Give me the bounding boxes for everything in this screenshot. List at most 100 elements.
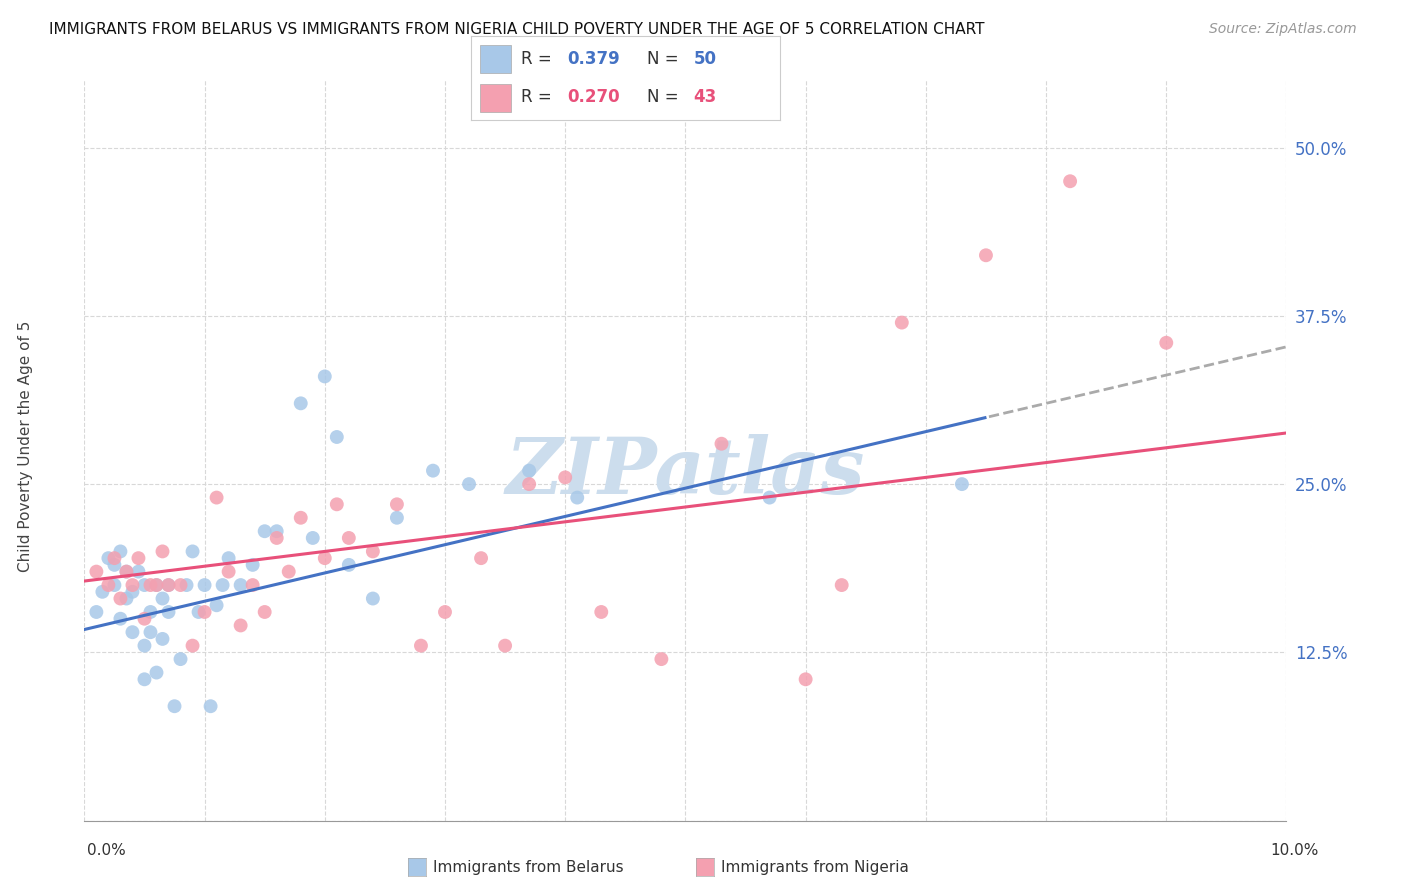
Point: [337, 531, 360, 545]
Point: [176, 578, 198, 592]
Point: [950, 477, 973, 491]
Point: [710, 436, 733, 450]
Point: [115, 565, 138, 579]
Point: [187, 605, 209, 619]
Point: [139, 605, 162, 619]
Point: [218, 565, 240, 579]
Point: [139, 625, 162, 640]
Point: [127, 565, 149, 579]
Point: [385, 510, 408, 524]
Point: [200, 699, 222, 714]
Point: [145, 578, 167, 592]
Text: N =: N =: [647, 88, 685, 106]
Point: [86, 565, 108, 579]
Text: 50: 50: [693, 50, 717, 68]
Point: [110, 612, 132, 626]
Point: [157, 578, 180, 592]
Text: 43: 43: [693, 88, 717, 106]
Point: [1059, 174, 1081, 188]
Point: [337, 558, 360, 572]
Point: [115, 591, 138, 606]
Point: [290, 510, 312, 524]
Point: [494, 639, 516, 653]
Point: [567, 491, 589, 505]
Point: [591, 605, 613, 619]
Point: [205, 491, 228, 505]
Point: [314, 551, 336, 566]
Text: 0.270: 0.270: [567, 88, 620, 106]
Point: [831, 578, 853, 592]
Point: [517, 477, 540, 491]
Point: [86, 605, 108, 619]
FancyBboxPatch shape: [481, 84, 512, 112]
Point: [169, 578, 191, 592]
Point: [385, 497, 408, 511]
Point: [134, 578, 156, 592]
Point: [517, 464, 540, 478]
Point: [326, 497, 349, 511]
Point: [361, 591, 384, 606]
Text: 10.0%: 10.0%: [1271, 843, 1319, 857]
Point: [121, 578, 143, 592]
Point: [422, 464, 444, 478]
Point: [121, 584, 143, 599]
Point: [103, 558, 125, 572]
Point: [163, 699, 186, 714]
Point: [890, 316, 912, 330]
Text: Immigrants from Belarus: Immigrants from Belarus: [433, 860, 624, 874]
Point: [152, 591, 174, 606]
Point: [115, 565, 138, 579]
Point: [434, 605, 457, 619]
Point: [326, 430, 349, 444]
FancyBboxPatch shape: [481, 45, 512, 73]
Point: [554, 470, 576, 484]
Point: [650, 652, 672, 666]
Point: [361, 544, 384, 558]
Point: [97, 551, 120, 566]
Point: [194, 578, 217, 592]
Point: [218, 551, 240, 566]
Point: [458, 477, 481, 491]
Point: [758, 491, 780, 505]
Point: [97, 578, 120, 592]
Text: ZIPatlas: ZIPatlas: [506, 434, 865, 511]
Point: [242, 558, 264, 572]
Point: [229, 618, 252, 632]
Point: [253, 524, 276, 539]
Text: Immigrants from Nigeria: Immigrants from Nigeria: [721, 860, 910, 874]
Point: [266, 524, 288, 539]
Point: [110, 544, 132, 558]
Point: [470, 551, 492, 566]
Point: [277, 565, 299, 579]
Point: [127, 551, 149, 566]
Point: [242, 578, 264, 592]
Text: R =: R =: [520, 50, 557, 68]
Point: [290, 396, 312, 410]
Point: [253, 605, 276, 619]
Text: Source: ZipAtlas.com: Source: ZipAtlas.com: [1209, 22, 1357, 37]
Point: [314, 369, 336, 384]
Point: [134, 673, 156, 687]
Point: [134, 639, 156, 653]
Point: [152, 632, 174, 646]
Text: R =: R =: [520, 88, 557, 106]
Point: [266, 531, 288, 545]
Point: [794, 673, 817, 687]
Text: N =: N =: [647, 50, 685, 68]
Point: [134, 612, 156, 626]
Point: [121, 625, 143, 640]
Text: 0.379: 0.379: [567, 50, 620, 68]
Point: [409, 639, 432, 653]
Point: [169, 652, 191, 666]
Point: [194, 605, 217, 619]
Point: [157, 578, 180, 592]
Point: [301, 531, 323, 545]
Point: [145, 578, 167, 592]
Point: [103, 551, 125, 566]
Point: [110, 591, 132, 606]
Text: Child Poverty Under the Age of 5: Child Poverty Under the Age of 5: [18, 320, 32, 572]
Point: [229, 578, 252, 592]
Text: IMMIGRANTS FROM BELARUS VS IMMIGRANTS FROM NIGERIA CHILD POVERTY UNDER THE AGE O: IMMIGRANTS FROM BELARUS VS IMMIGRANTS FR…: [49, 22, 984, 37]
Point: [91, 584, 114, 599]
Point: [145, 665, 167, 680]
